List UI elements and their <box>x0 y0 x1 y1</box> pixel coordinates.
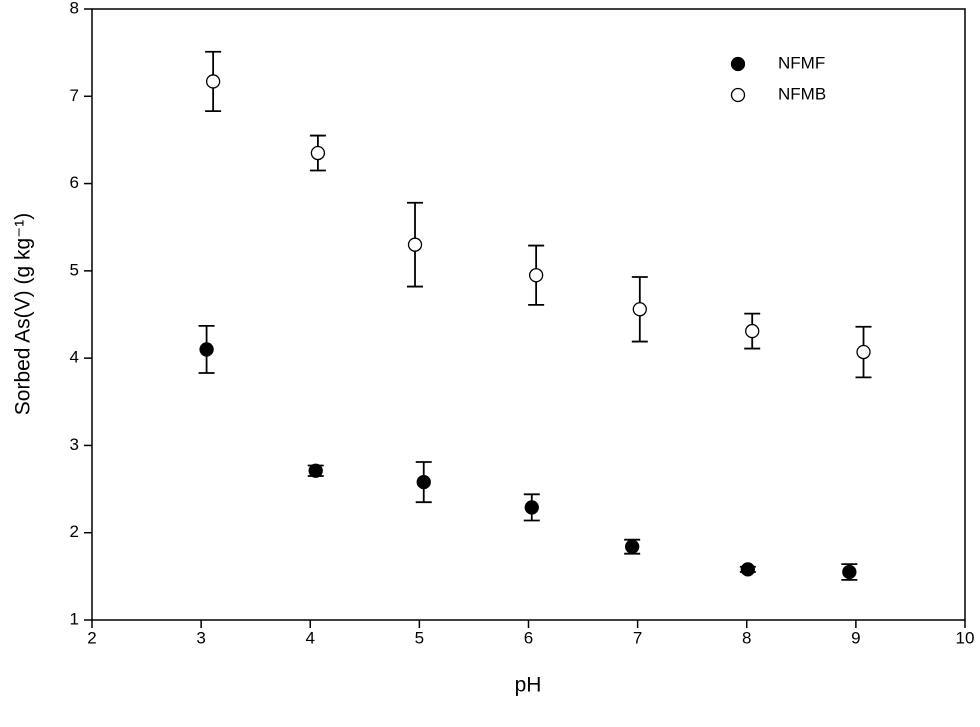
x-tick-label: 10 <box>956 628 975 647</box>
marker <box>528 268 544 283</box>
x-tick-label: 7 <box>633 628 642 647</box>
x-tick-label: 3 <box>196 628 205 647</box>
y-tick-label: 1 <box>70 609 79 628</box>
x-tick-label: 5 <box>415 628 424 647</box>
marker <box>416 474 431 490</box>
x-tick-label: 4 <box>306 628 315 647</box>
y-axis-title: Sorbed As(V) (g kg⁻¹) <box>12 213 35 415</box>
marker <box>856 344 871 360</box>
y-tick-label: 6 <box>70 173 79 192</box>
legend-marker <box>730 56 746 72</box>
marker <box>205 74 221 89</box>
y-tick-label: 5 <box>70 260 79 279</box>
marker <box>745 323 760 339</box>
marker <box>625 539 640 554</box>
marker <box>199 342 214 357</box>
y-tick-label: 4 <box>70 348 79 367</box>
y-tick-label: 2 <box>70 522 79 541</box>
x-tick-label: 6 <box>524 628 533 647</box>
marker <box>842 564 857 580</box>
legend-label: NFMF <box>778 53 825 72</box>
y-tick-label: 8 <box>70 0 79 17</box>
legend-label: NFMB <box>778 84 826 103</box>
marker <box>310 145 326 161</box>
marker <box>740 562 755 577</box>
x-tick-label: 9 <box>851 628 860 647</box>
marker <box>632 302 647 317</box>
legend-marker <box>730 87 746 103</box>
marker <box>524 500 539 515</box>
x-tick-label: 2 <box>87 628 96 647</box>
marker <box>308 463 323 478</box>
plot-frame <box>91 8 966 621</box>
x-tick-label: 8 <box>742 628 751 647</box>
marker <box>407 237 423 252</box>
y-tick-label: 3 <box>70 435 79 454</box>
y-tick-label: 7 <box>70 86 79 105</box>
x-axis-title: pH <box>515 674 542 697</box>
